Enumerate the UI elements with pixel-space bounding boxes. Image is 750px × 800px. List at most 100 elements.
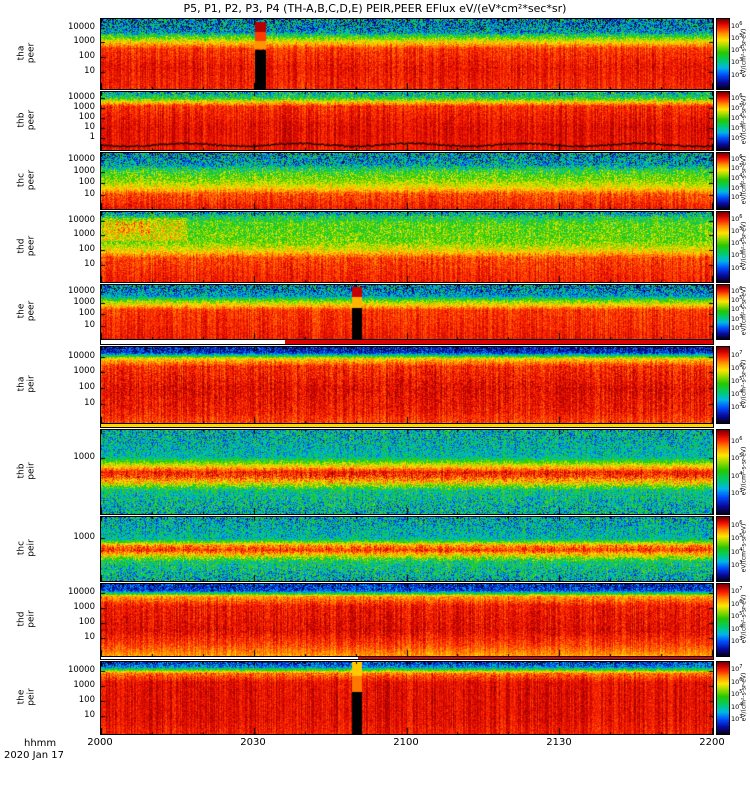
y-axis-label-thc-peer: thc peer	[12, 152, 42, 208]
y-axis-label-text: thb peer	[16, 109, 37, 131]
y-tick-labels: 10000 1000 100 10	[42, 284, 97, 338]
colorbar-tick-labels: 107 106 105 104 103	[731, 661, 747, 733]
spectrogram-thb-peer	[100, 91, 714, 151]
colorbar-tha-peir	[716, 346, 730, 424]
spectrogram-tha-peer	[100, 18, 714, 90]
colorbar-tick-label: 105	[731, 103, 743, 113]
colorbar-tick-label: 107	[731, 664, 743, 674]
colorbar-tick-label: 103	[731, 402, 743, 412]
colorbar-the-peer	[716, 284, 730, 340]
colorbar-unit-text: eV/(cm²-s-sr-eV)	[740, 155, 748, 205]
panel-tha-peir: tha peir 10000 1000 100 10 107 106 105 104 103 eV/…	[0, 346, 750, 424]
flag-bar-track	[100, 423, 714, 428]
spectrogram-thd-peer	[100, 211, 714, 283]
y-tick-label: 1000	[73, 366, 95, 377]
colorbar-thd-peir	[716, 583, 730, 657]
y-tick-label: 100	[78, 308, 95, 319]
y-tick-label: 100	[78, 50, 95, 61]
colorbar-unit-label: eV/(cm²-s-sr-eV)	[738, 152, 750, 208]
y-tick-label: 1000	[73, 36, 95, 47]
colorbar-tick-label: 103	[731, 560, 743, 570]
colorbar-tick-label: 103	[731, 714, 743, 724]
colorbar-unit-label: eV/(cm²-s-sr-eV)	[738, 583, 750, 655]
colorbar-the-peir	[716, 661, 730, 735]
y-tick-label: 10000	[67, 285, 95, 296]
date-label: 2020 Jan 17	[4, 750, 64, 761]
y-tick-label: 10	[84, 398, 95, 408]
y-tick-label: 1000	[73, 680, 95, 690]
colorbar-tick-label: 102	[731, 133, 743, 143]
x-tick-label: 2000	[87, 737, 113, 748]
colorbar-tick-label: 105	[731, 611, 743, 621]
y-tick-label: 100	[78, 382, 95, 393]
y-axis-label-tha-peer: tha peer	[12, 18, 42, 88]
colorbar-tick-label: 104	[731, 623, 743, 633]
colorbar-tick-label: 104	[731, 389, 743, 399]
colorbar-thc-peir	[716, 516, 730, 582]
flag-bar-segment	[358, 657, 713, 659]
colorbar-unit-label: eV/(cm²-s-sr-eV)	[738, 346, 750, 422]
colorbar-unit-label: eV/(cm²-s-sr-eV)	[738, 516, 750, 580]
panel-thc-peer: thc peer 10000 1000 100 10 106 105 104 103 102 eV/…	[0, 152, 750, 210]
colorbar-tick-label: 106	[731, 598, 743, 609]
y-axis-label-tha-peir: tha peir	[12, 346, 42, 422]
y-tick-label: 10	[84, 632, 95, 642]
x-axis-label: hhmm	[24, 738, 57, 749]
y-tick-label: 100	[78, 617, 95, 627]
panel-the-peer: the peer 10000 1000 100 10 106 105 104 103 102 eV/…	[0, 284, 750, 340]
y-axis-label-the-peir: the peir	[12, 661, 42, 733]
colorbar-tha-peer	[716, 18, 730, 90]
x-tick-label: 2130	[546, 737, 572, 748]
y-axis-label-text: the peir	[16, 688, 37, 706]
colorbar-tick-labels: 106 105 104 103 102	[731, 152, 747, 208]
colorbar-unit-label: eV/(cm²-s-sr-eV)	[738, 211, 750, 281]
flag-bar-segment	[284, 340, 713, 344]
y-tick-label: 10000	[67, 350, 95, 361]
colorbar-tick-label: 105	[731, 689, 743, 699]
y-tick-labels: 10000 1000 100 10	[42, 211, 97, 281]
y-tick-label: 1000	[73, 297, 95, 307]
colorbar-tick-label: 106	[731, 93, 743, 103]
colorbar-unit-label: eV/(cm²-s-sr-eV)	[738, 429, 750, 513]
colorbar-tick-label: 102	[731, 192, 743, 202]
colorbar-tick-labels: 106 105 104 103	[731, 516, 747, 580]
y-tick-label: 10000	[67, 587, 95, 597]
colorbar-tick-label: 107	[731, 349, 743, 360]
colorbar-unit-text: eV/(cm²-s-sr-eV)	[740, 28, 748, 78]
y-tick-labels: 10000 1000 100 10	[42, 346, 97, 422]
y-axis-label-text: thc peir	[16, 539, 37, 557]
flag-bar	[0, 339, 750, 345]
y-tick-labels: 1000	[42, 429, 97, 513]
colorbar-tick-label: 104	[731, 701, 743, 711]
panel-thd-peir: thd peir 10000 1000 100 10 107 106 105 104 103 eV/…	[0, 583, 750, 657]
x-axis-ticks: 2000 2030 2100 2130 2200	[0, 737, 750, 749]
y-tick-label: 10	[84, 122, 95, 132]
colorbar-tick-labels: 107 106 105 104 103	[731, 346, 747, 422]
colorbar-tick-label: 103	[731, 123, 743, 133]
colorbar-tick-label: 102	[731, 69, 743, 79]
y-axis-label-thd-peir: thd peir	[12, 583, 42, 655]
y-tick-label: 1000	[73, 229, 95, 240]
colorbar-tick-label: 106	[731, 21, 743, 31]
y-tick-label: 10000	[67, 21, 95, 32]
y-axis-label-text: thd peir	[16, 610, 37, 628]
chart-title: P5, P1, P2, P3, P4 (TH-A,B,C,D,E) PEIR,P…	[183, 2, 567, 15]
colorbar-tick-label: 105	[731, 163, 743, 173]
colorbar-tick-labels: 106 105 104 103 102	[731, 91, 747, 149]
colorbar-unit-text: eV/(cm²-s-sr-eV)	[740, 359, 748, 409]
y-axis-label-thb-peer: thb peer	[12, 91, 42, 149]
y-tick-label: 1000	[73, 602, 95, 612]
y-tick-label: 1000	[73, 532, 95, 543]
colorbar-unit-text: eV/(cm²-s-sr-eV)	[740, 672, 748, 722]
y-tick-label: 10	[84, 710, 95, 720]
flag-bar	[0, 423, 750, 428]
flag-bar-track	[100, 656, 714, 660]
colorbar-tick-label: 103	[731, 57, 743, 67]
y-tick-labels: 10000 1000 100 10 1	[42, 91, 97, 149]
spectrogram-thc-peer	[100, 152, 714, 210]
colorbar-thd-peer	[716, 211, 730, 283]
colorbar-tick-label: 103	[731, 250, 743, 260]
colorbar-tick-label: 106	[731, 520, 743, 530]
spectrogram-thd-peir	[100, 583, 714, 657]
